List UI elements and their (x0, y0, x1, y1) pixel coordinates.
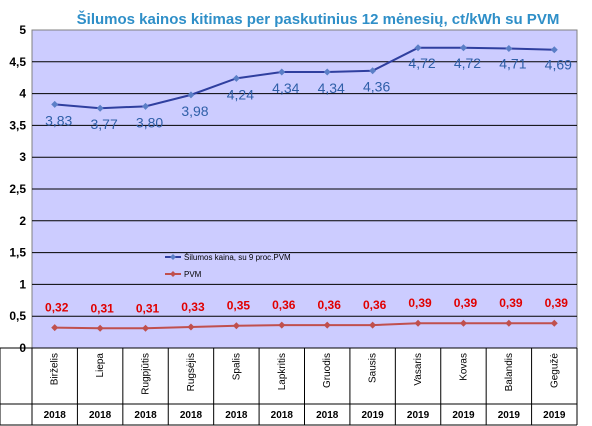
vat-point (187, 323, 195, 331)
x-category-label: Sausis (368, 353, 379, 383)
chart-title: Šilumos kainos kitimas per paskutinius 1… (77, 10, 560, 28)
vat-point (505, 319, 513, 327)
vat-data-label: 0,39 (454, 296, 478, 310)
price-point (414, 44, 422, 52)
x-category-label: Lapkritis (277, 353, 288, 390)
x-year-label: 2018 (89, 410, 112, 421)
price-point (505, 44, 513, 52)
price-data-label: 3,98 (181, 103, 208, 119)
y-tick-label: 0,5 (9, 309, 26, 323)
vat-point (142, 324, 150, 332)
vat-point (414, 319, 422, 327)
price-data-label: 4,34 (318, 80, 345, 96)
vat-series-line (54, 322, 555, 330)
vat-point (369, 321, 377, 329)
x-category-label: Rugsėjis (186, 353, 197, 391)
y-tick-label: 2 (19, 214, 26, 228)
x-category-label: Kovas (458, 353, 469, 381)
x-year-label: 2019 (543, 410, 566, 421)
price-point (96, 104, 104, 112)
x-year-label: 2018 (180, 410, 203, 421)
x-category-label: Birželis (50, 353, 61, 385)
y-tick-label: 5 (19, 23, 26, 37)
vat-data-label: 0,36 (272, 298, 296, 312)
vat-point (323, 321, 331, 329)
price-data-label: 4,72 (454, 55, 481, 71)
price-point (459, 44, 467, 52)
legend-label-price: Šilumos kaina, su 9 proc.PVM (184, 253, 291, 262)
x-year-label: 2019 (498, 410, 521, 421)
vat-data-label: 0,39 (499, 296, 523, 310)
x-category-label: Gruodis (322, 353, 333, 388)
price-point (142, 102, 150, 110)
x-year-label: 2019 (362, 410, 385, 421)
vat-data-label: 0,35 (227, 299, 251, 313)
vat-point (278, 321, 286, 329)
price-point (51, 100, 59, 108)
vat-point (550, 319, 558, 327)
vat-point (459, 319, 467, 327)
x-category-label: Vasaris (413, 353, 424, 386)
vat-data-label: 0,32 (45, 301, 69, 315)
vat-data-label: 0,39 (408, 296, 432, 310)
x-year-label: 2019 (407, 410, 430, 421)
y-tick-label: 2,5 (9, 182, 26, 196)
legend-marker-price (170, 254, 176, 260)
legend-label-vat: PVM (184, 270, 202, 279)
vat-data-label: 0,31 (136, 301, 160, 315)
y-tick-label: 1 (19, 277, 26, 291)
y-tick-label: 4 (19, 87, 26, 101)
y-tick-label: 3,5 (9, 118, 26, 132)
price-data-label: 4,34 (272, 80, 299, 96)
price-point (323, 68, 331, 76)
price-data-label: 4,24 (227, 86, 254, 102)
vat-data-label: 0,31 (90, 301, 114, 315)
price-point (187, 91, 195, 99)
x-category-label: Rugpjūtis (141, 353, 152, 395)
y-tick-label: 1,5 (9, 246, 26, 260)
price-data-label: 4,72 (408, 55, 435, 71)
x-year-label: 2018 (134, 410, 157, 421)
price-data-label: 4,71 (499, 55, 526, 71)
price-point (232, 74, 240, 82)
x-year-label: 2018 (44, 410, 67, 421)
legend-marker-vat (170, 271, 176, 277)
x-category-label: Gegužė (549, 353, 560, 388)
vat-data-label: 0,36 (363, 298, 387, 312)
price-point (278, 68, 286, 76)
x-category-label: Balandis (504, 353, 515, 391)
price-data-label: 3,83 (45, 112, 72, 128)
x-year-label: 2019 (452, 410, 475, 421)
x-category-label: Liepa (95, 353, 106, 378)
price-data-label: 3,80 (136, 114, 163, 130)
price-series-line (54, 46, 555, 110)
vat-point (232, 322, 240, 330)
vat-data-label: 0,39 (545, 296, 569, 310)
vat-data-label: 0,33 (181, 300, 205, 314)
vat-point (96, 324, 104, 332)
vat-data-label: 0,36 (318, 298, 342, 312)
y-tick-label: 3 (19, 150, 26, 164)
price-data-label: 3,77 (91, 116, 118, 132)
x-year-label: 2018 (316, 410, 339, 421)
x-category-label: Spalis (231, 353, 242, 380)
y-tick-label: 4,5 (9, 55, 26, 69)
legend: Šilumos kaina, su 9 proc.PVM PVM (165, 253, 291, 279)
price-point (369, 67, 377, 75)
price-data-label: 4,69 (545, 57, 572, 73)
x-year-label: 2018 (225, 410, 248, 421)
vat-point (51, 324, 59, 332)
price-data-label: 4,36 (363, 79, 390, 95)
x-year-label: 2018 (271, 410, 294, 421)
price-point (550, 46, 558, 54)
